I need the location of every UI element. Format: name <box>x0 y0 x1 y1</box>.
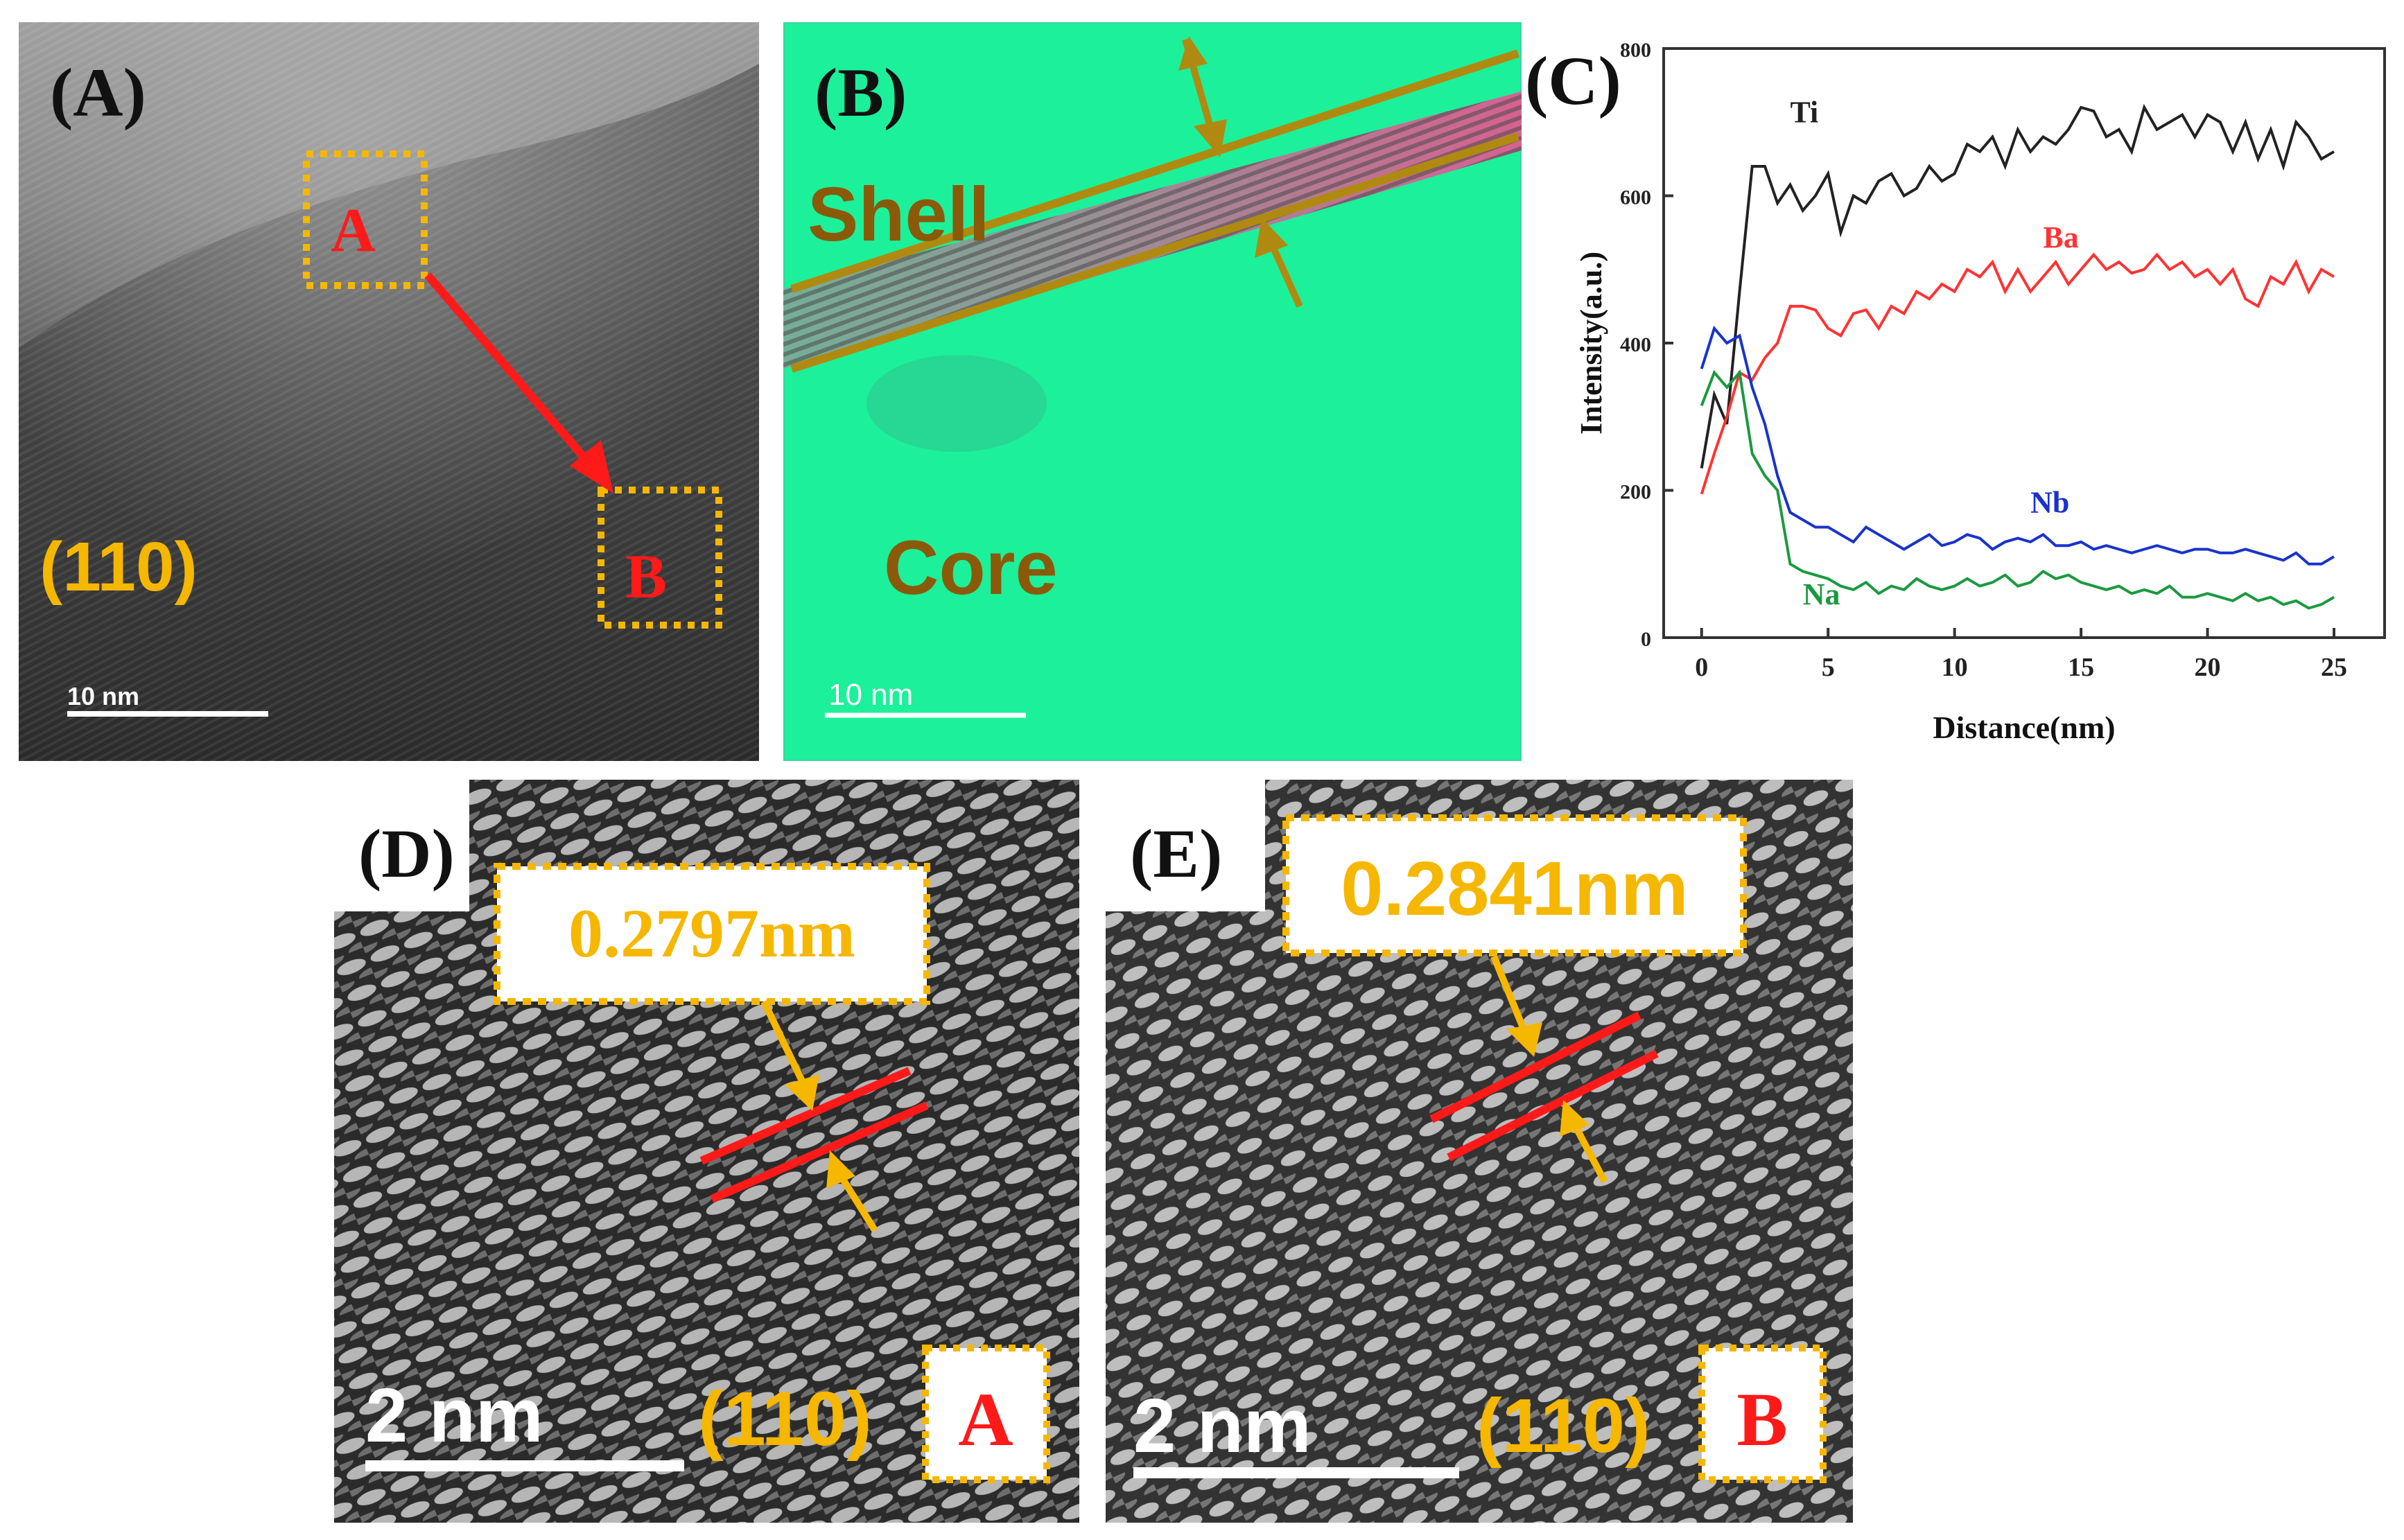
scale-label-a: 10 nm <box>67 682 139 710</box>
panel-e: (E) 0.2841nm 2 nm (110) B <box>1106 780 1853 1523</box>
panel-d-micrograph: (D) 0.2797nm 2 nm (110) A <box>334 780 1079 1523</box>
panel-a-micrograph: (A) A B (110) 10 nm <box>19 22 759 761</box>
fringe-line-d-2 <box>710 1101 929 1203</box>
panel-b: (B) Shell Core 10 nm <box>783 22 1522 761</box>
y-tick-label-1: 200 <box>1620 481 1651 504</box>
shell-boundary-bottom <box>790 132 1519 373</box>
x-tick-label-1: 5 <box>1822 653 1835 682</box>
y-tick-label-4: 800 <box>1620 39 1651 62</box>
series-label-ti: Ti <box>1790 95 1818 129</box>
arrow-head-icon <box>1194 119 1227 157</box>
y-axis-label: Intensity(a.u.) <box>1574 252 1608 435</box>
spacing-box-d <box>494 863 930 1005</box>
panel-e-letter: (E) <box>1130 815 1222 892</box>
panel-c-chart: (C) 0 5 10 15 20 25 0 200 400 600 800 Ti Ba Nb Na Dis… <box>1525 39 2386 745</box>
path-arrow <box>424 272 598 472</box>
spacing-value-d: 0.2797nm <box>568 895 855 972</box>
core-label: Core <box>884 525 1058 611</box>
region-label-d: A <box>958 1377 1013 1462</box>
x-tick-label-4: 20 <box>2195 653 2221 682</box>
plane-label-d: (110) <box>698 1376 872 1462</box>
panel-c-letter: (C) <box>1525 42 1621 119</box>
spacing-box-e <box>1282 814 1747 956</box>
spacing-arrow-d-bottom <box>837 1173 878 1232</box>
fringe-line-d-1 <box>699 1067 912 1165</box>
region-a-label: A <box>331 196 376 265</box>
x-tick-label-3: 15 <box>2068 653 2094 682</box>
panel-e-micrograph: (E) 0.2841nm 2 nm (110) B <box>1106 780 1853 1523</box>
region-b-box <box>598 487 722 629</box>
spacing-value-e: 0.2841nm <box>1341 846 1688 931</box>
arrow-head-icon <box>1506 1022 1542 1057</box>
panel-a-letter: (A) <box>50 54 146 131</box>
panel-d-letter-bg <box>334 780 469 911</box>
panel-a: (A) A B (110) 10 nm <box>19 22 759 761</box>
panel-d: (D) 0.2797nm 2 nm (110) A <box>334 780 1079 1523</box>
series-line-ti <box>1700 103 2335 469</box>
spacing-arrow-e-bottom <box>1570 1121 1608 1184</box>
region-a-box <box>303 150 428 289</box>
panel-e-letter-bg <box>1106 780 1265 911</box>
x-tick-label-2: 10 <box>1942 653 1968 682</box>
fringe-line-e-1 <box>1429 1011 1641 1123</box>
series-line-nb <box>1700 325 2335 566</box>
plane-label-e: (110) <box>1477 1383 1650 1469</box>
x-tick-label-0: 0 <box>1695 653 1708 682</box>
plot-frame <box>1662 47 2386 639</box>
spacing-arrow-e-top <box>1490 955 1528 1034</box>
series-label-nb: Nb <box>2030 485 2069 519</box>
scale-label-d: 2 nm <box>365 1373 543 1458</box>
spacing-arrow-d-top <box>760 999 809 1090</box>
panel-d-letter: (D) <box>358 815 455 892</box>
arrow-head-icon <box>1255 218 1288 258</box>
panel-b-letter: (B) <box>815 54 907 131</box>
series-label-na: Na <box>1803 577 1840 611</box>
x-tick-label-5: 25 <box>2321 653 2347 682</box>
shell-boundary-top <box>790 49 1519 293</box>
scale-label-e: 2 nm <box>1133 1383 1312 1469</box>
scale-label-b: 10 nm <box>828 678 913 712</box>
arrow-head-icon <box>1560 1100 1589 1137</box>
series-line-ba <box>1700 252 2335 495</box>
shell-label: Shell <box>808 172 990 257</box>
arrow-head-icon <box>826 1150 855 1189</box>
region-label-e: B <box>1736 1377 1787 1462</box>
arrow-head-icon <box>785 1074 819 1111</box>
x-axis-label: Distance(nm) <box>1933 710 2115 745</box>
y-tick-label-2: 400 <box>1620 333 1651 356</box>
panel-b-map: (B) Shell Core 10 nm <box>783 22 1522 761</box>
region-box-e <box>1698 1345 1827 1483</box>
region-b-label: B <box>625 543 667 611</box>
arrow-head-icon <box>570 440 613 493</box>
y-tick-label-0: 0 <box>1641 628 1651 651</box>
arrow-head-icon <box>1178 36 1208 71</box>
series-label-ba: Ba <box>2043 220 2078 254</box>
series-line-na <box>1700 369 2335 610</box>
plane-label-a: (110) <box>40 528 198 606</box>
region-box-d <box>922 1345 1050 1483</box>
fringe-line-e-2 <box>1447 1049 1659 1162</box>
y-tick-label-3: 600 <box>1620 186 1651 209</box>
panel-c: (C) 0 5 10 15 20 25 0 200 400 600 800 Ti Ba Nb Na Dis… <box>1525 14 2404 762</box>
